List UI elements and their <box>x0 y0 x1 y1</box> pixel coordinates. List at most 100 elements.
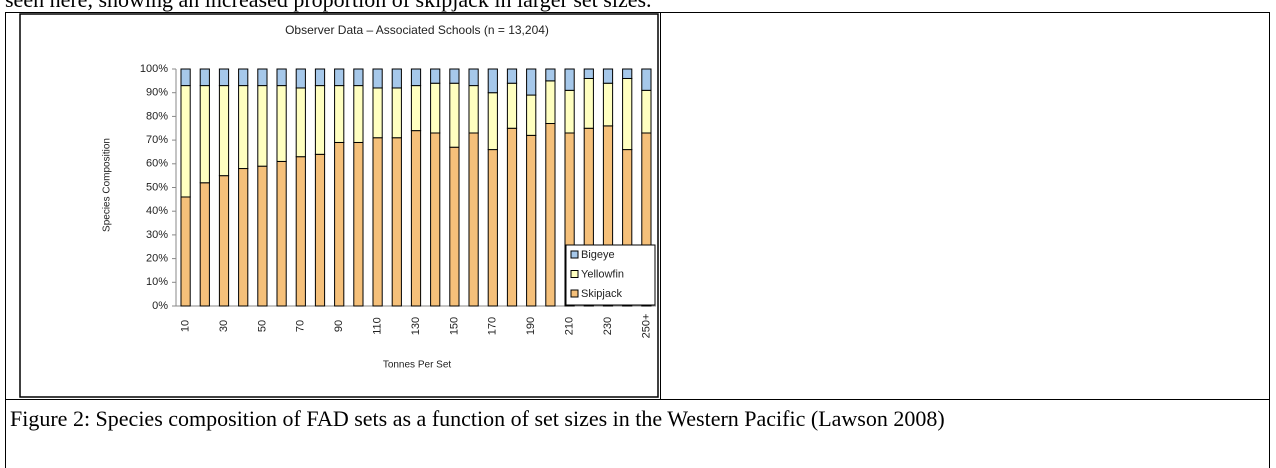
bar-segment <box>218 175 230 307</box>
figure-caption: Figure 2: Species composition of FAD set… <box>10 406 945 431</box>
y-tick-label: 70% <box>146 134 168 146</box>
legend-label: Yellowfin <box>581 268 624 280</box>
y-tick-label: 10% <box>146 276 168 288</box>
y-tick-label: 60% <box>146 158 168 170</box>
bar-segment <box>199 85 210 184</box>
bar-segment <box>199 182 210 307</box>
x-tick-label: 110 <box>372 317 384 335</box>
table-border <box>660 12 661 400</box>
bar-segment <box>602 82 614 127</box>
bar-segment <box>295 156 306 307</box>
bar-segment <box>583 68 594 79</box>
x-tick-label: 170 <box>487 317 499 335</box>
bar-segment <box>295 87 306 158</box>
x-tick-label: 250+ <box>640 314 652 339</box>
bar-segment <box>276 68 287 87</box>
y-tick-label: 90% <box>146 87 168 99</box>
bar-segment <box>430 68 441 84</box>
bar-segment <box>468 68 479 87</box>
bar-segment <box>372 87 383 139</box>
x-tick-label: 10 <box>180 320 192 332</box>
bar-segment <box>545 80 556 125</box>
y-tick-label: 20% <box>146 253 168 265</box>
bar-segment <box>487 149 498 307</box>
bar-segment <box>506 82 518 129</box>
bar-segment <box>449 68 460 84</box>
bar-segment <box>199 68 210 87</box>
bar-segment <box>410 68 422 87</box>
bar-segment <box>257 85 268 167</box>
bar-segment <box>564 89 575 134</box>
table-border <box>5 12 6 468</box>
bar-segment <box>449 146 460 307</box>
bar-segment <box>180 68 191 87</box>
bar-segment <box>238 85 249 170</box>
bar-segment <box>583 77 594 129</box>
x-tick-label: 50 <box>256 320 268 332</box>
bar-segment <box>506 127 518 307</box>
bar-segment <box>334 85 345 143</box>
bar-segment <box>276 160 287 307</box>
bar-segment <box>314 68 326 87</box>
bar-segment <box>526 68 537 96</box>
bar-segment <box>622 68 633 79</box>
bar-segment <box>487 92 498 151</box>
bar-segment <box>391 87 402 139</box>
table-border <box>5 399 1270 400</box>
bar-segment <box>410 130 422 307</box>
x-tick-label: 190 <box>525 317 537 335</box>
bar-segment <box>372 137 383 307</box>
chart-title: Observer Data – Associated Schools (n = … <box>285 23 549 37</box>
bar-segment <box>430 132 441 307</box>
bar-segment <box>468 132 479 307</box>
x-tick-label: 70 <box>295 320 307 332</box>
x-tick-label: 210 <box>564 317 576 335</box>
x-axis-label: Tonnes Per Set <box>383 360 452 371</box>
bar-segment <box>641 89 652 134</box>
x-tick-label: 30 <box>218 320 230 332</box>
bar-segment <box>602 68 614 84</box>
bar-segment <box>372 68 383 89</box>
bar-segment <box>238 68 249 87</box>
bar-segment <box>526 134 537 307</box>
y-tick-label: 50% <box>146 181 168 193</box>
bar-segment <box>391 137 402 307</box>
bar-segment <box>334 68 345 87</box>
chart: Observer Data – Associated Schools (n = … <box>19 13 659 398</box>
bar-segment <box>180 196 191 307</box>
bar-segment <box>468 85 479 134</box>
bar-segment <box>449 82 460 148</box>
bar-segment <box>257 165 268 307</box>
y-tick-label: 80% <box>146 110 168 122</box>
bar-segment <box>487 68 498 94</box>
y-axis-label: Species Composition <box>102 138 113 232</box>
y-tick-label: 0% <box>152 300 168 312</box>
bar-segment <box>334 141 345 307</box>
bar-segment <box>314 153 326 307</box>
legend-label: Bigeye <box>581 249 615 261</box>
bar-segment <box>314 85 326 155</box>
bar-segment <box>410 85 422 132</box>
bar-segment <box>353 85 364 143</box>
bar-segment <box>238 168 249 307</box>
y-tick-label: 40% <box>146 205 168 217</box>
bar-segment <box>526 94 537 136</box>
x-tick-label: 150 <box>448 317 460 335</box>
legend-box <box>565 244 656 306</box>
bar-segment <box>180 85 191 198</box>
x-tick-label: 90 <box>333 320 345 332</box>
bar-segment <box>506 68 518 84</box>
legend-label: Skipjack <box>581 288 622 300</box>
table-border <box>1269 12 1270 468</box>
body-text: seen here, showing an increased proporti… <box>5 0 652 13</box>
bar-segment <box>430 82 441 134</box>
bar-segment <box>641 68 652 91</box>
bar-segment <box>353 141 364 307</box>
bar-segment <box>276 85 287 162</box>
x-tick-label: 130 <box>410 317 422 335</box>
bar-segment <box>295 68 306 89</box>
x-tick-label: 230 <box>602 317 614 335</box>
bar-segment <box>257 68 268 87</box>
bar-segment <box>545 123 556 307</box>
